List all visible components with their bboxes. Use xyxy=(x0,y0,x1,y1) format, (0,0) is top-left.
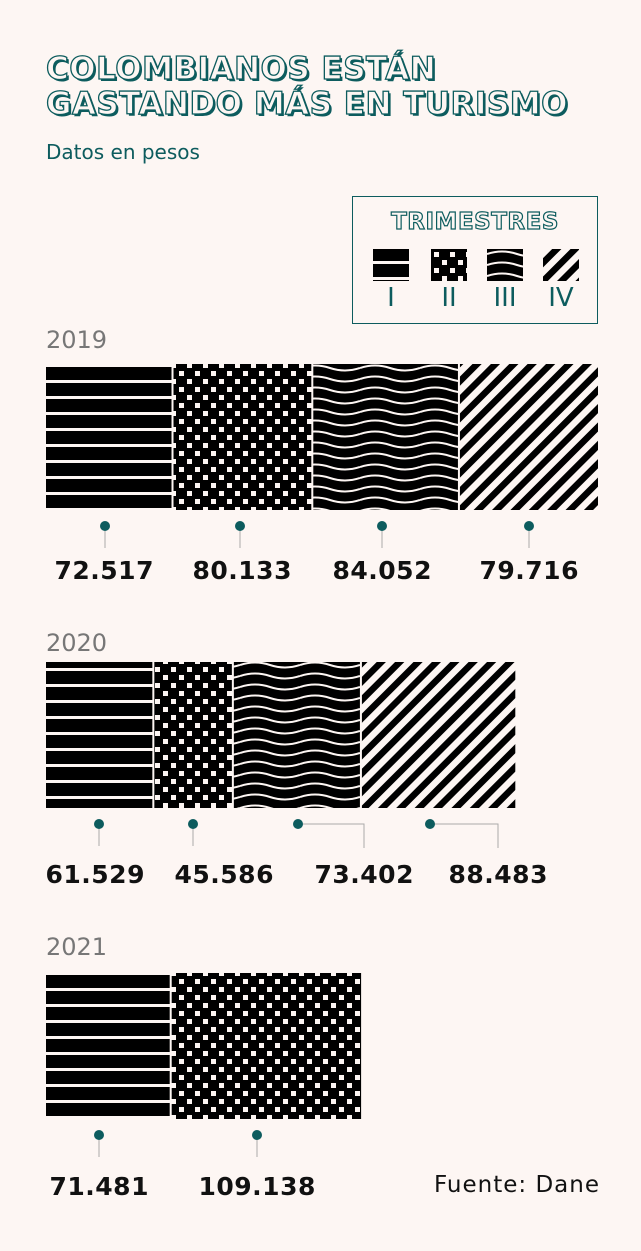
value-connector xyxy=(430,823,499,848)
bar-2019-q3 xyxy=(312,364,459,510)
value-marker-dot xyxy=(524,521,534,531)
value-label-2019-q3: 84.052 xyxy=(332,556,432,585)
value-label-2019-q2: 80.133 xyxy=(192,556,292,585)
value-connector xyxy=(298,823,365,848)
value-marker-dot xyxy=(377,521,387,531)
value-marker-dot xyxy=(252,1130,262,1140)
value-marker-dot xyxy=(425,819,435,829)
value-marker-dot xyxy=(235,521,245,531)
value-marker-dot xyxy=(188,819,198,829)
value-label-2021-q1: 71.481 xyxy=(49,1172,149,1201)
legend-label-iii: III xyxy=(493,283,517,313)
value-label-2020-q1: 61.529 xyxy=(45,860,145,889)
value-marker-dot xyxy=(94,819,104,829)
legend-label-iv: IV xyxy=(548,283,574,313)
title-line-2: GASTANDO MÁS EN TURISMO xyxy=(45,86,568,122)
value-label-2019-q4: 79.716 xyxy=(479,556,579,585)
bar-2020-q4 xyxy=(360,662,516,808)
year-label-2019: 2019 xyxy=(46,326,108,354)
legend: TRIMESTRES I II III IV xyxy=(352,196,598,324)
value-label-2021-q2: 109.138 xyxy=(198,1172,316,1201)
bar-2019-q2 xyxy=(172,364,313,510)
bar-2019-q4 xyxy=(458,364,598,510)
value-label-2019-q1: 72.517 xyxy=(54,556,154,585)
legend-title: TRIMESTRES xyxy=(390,208,559,235)
bar-2020-q2 xyxy=(153,662,233,808)
source-note: Fuente: Dane xyxy=(433,1172,600,1198)
chart-title: COLOMBIANOS ESTÁN GASTANDO MÁS EN TURISM… xyxy=(45,51,606,122)
legend-label-i: I xyxy=(387,283,395,313)
bar-2020-q1 xyxy=(46,662,154,808)
bar-2020-q3 xyxy=(232,662,361,808)
value-label-2020-q2: 45.586 xyxy=(174,860,274,889)
year-label-2021: 2021 xyxy=(46,933,108,961)
waves-icon xyxy=(487,249,523,281)
year-label-2020: 2020 xyxy=(46,629,108,657)
value-marker-dot xyxy=(94,1130,104,1140)
bar-2021-q2 xyxy=(170,973,362,1119)
dots-icon xyxy=(431,249,467,281)
value-marker-dot xyxy=(293,819,303,829)
horizontal-stripes-icon xyxy=(373,249,409,281)
legend-label-ii: II xyxy=(441,283,457,313)
chart-subtitle: Datos en pesos xyxy=(46,140,200,164)
value-marker-dot xyxy=(100,521,110,531)
value-label-2020-q4: 88.483 xyxy=(448,860,548,889)
value-label-2020-q3: 73.402 xyxy=(314,860,414,889)
diagonal-stripes-icon xyxy=(543,249,579,281)
bar-2019-q1 xyxy=(46,364,173,510)
bar-2021-q1 xyxy=(46,973,171,1119)
title-line-1: COLOMBIANOS ESTÁN xyxy=(45,51,437,87)
